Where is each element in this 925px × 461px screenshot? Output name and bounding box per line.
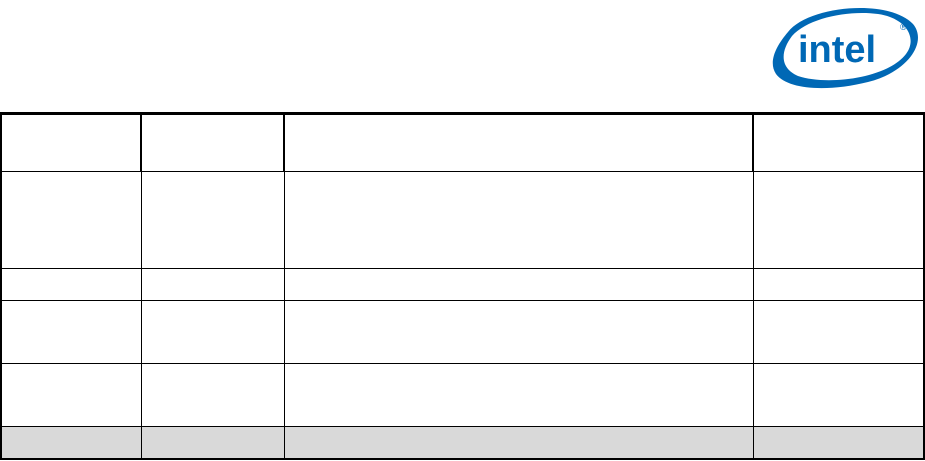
logo-wordmark: intel — [798, 29, 876, 71]
header-cell — [0, 112, 142, 172]
table-cell — [283, 363, 754, 427]
table-row — [0, 300, 925, 364]
logo-swoosh — [772, 8, 918, 89]
table-header-row — [0, 112, 925, 172]
table-cell — [0, 268, 142, 301]
table-row — [0, 363, 925, 427]
table-cell — [0, 171, 142, 269]
data-table — [0, 112, 925, 460]
table-row — [0, 268, 925, 301]
table-cell — [0, 426, 142, 460]
table-cell — [140, 300, 285, 364]
table-cell — [752, 363, 925, 427]
table-cell — [283, 426, 754, 460]
table-cell — [0, 363, 142, 427]
header-cell — [752, 112, 925, 172]
table-row-shaded — [0, 426, 925, 460]
table-cell — [140, 363, 285, 427]
table-cell — [0, 300, 142, 364]
table-cell — [752, 426, 925, 460]
table-cell — [140, 426, 285, 460]
table-cell — [752, 268, 925, 301]
header-cell — [140, 112, 285, 172]
table-cell — [283, 300, 754, 364]
table-cell — [140, 171, 285, 269]
registered-mark: ® — [900, 22, 907, 32]
table-cell — [283, 171, 754, 269]
table-cell — [752, 171, 925, 269]
header-cell — [283, 112, 754, 172]
table-row — [0, 171, 925, 269]
table-cell — [140, 268, 285, 301]
table-cell — [283, 268, 754, 301]
table-cell — [752, 300, 925, 364]
intel-logo: intel ® — [772, 8, 918, 89]
